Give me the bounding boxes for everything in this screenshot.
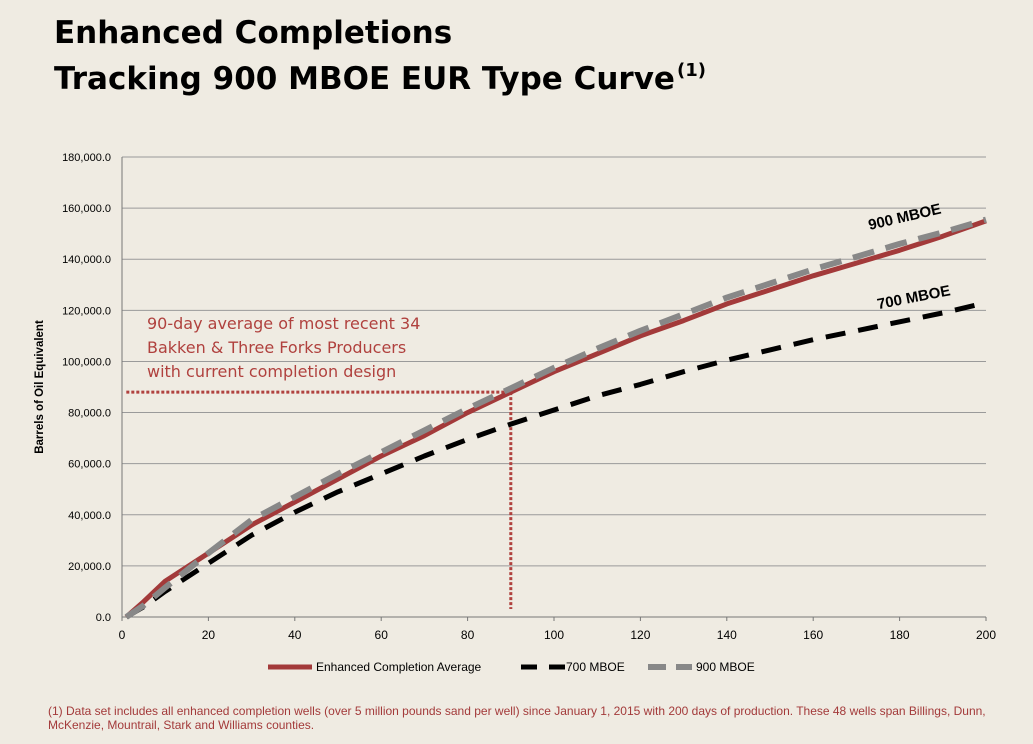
y-axis-label: Barrels of Oil Equivalent [34,320,46,454]
x-tick-label: 80 [461,628,475,642]
x-tick-label: 40 [288,628,302,642]
x-tick-label: 60 [375,628,389,642]
y-tick-label: 180,000.0 [62,152,111,164]
title-line-2: Tracking 900 MBOE EUR Type Curve (1) [54,52,706,98]
grid-lines [121,156,986,618]
title-superscript: (1) [676,60,706,81]
legend-label: Enhanced Completion Average [316,660,482,674]
series-line-700-mboe [125,300,987,620]
annotation-text: with current completion design [147,362,396,381]
x-tick-label: 180 [890,628,910,642]
x-tick-label: 140 [717,628,737,642]
annotation-text: 90-day average of most recent 34 [147,314,420,333]
x-tick-label: 0 [119,628,126,642]
x-tick-label: 120 [630,628,650,642]
legend-label: 900 MBOE [696,660,755,674]
x-tick-label: 100 [544,628,564,642]
y-tick-label: 0.0 [96,612,111,624]
y-axis-ticks: 0.0 20,000.0 40,000.0 60,000.0 80,000.0 100,0… [62,152,111,624]
legend: Enhanced Completion Average 700 MBOE 900 M… [268,660,755,674]
y-tick-label: 160,000.0 [62,203,111,215]
y-tick-label: 100,000.0 [62,356,111,368]
page-title: Enhanced Completions Tracking 900 MBOE E… [54,14,706,98]
x-tick-label: 200 [976,628,996,642]
series-lines [124,216,987,620]
y-tick-label: 80,000.0 [68,408,111,420]
line-chart: 0.0 20,000.0 40,000.0 60,000.0 80,000.0 100,0… [34,152,996,674]
curve-label: 700 MBOE [876,282,952,313]
y-tick-label: 40,000.0 [68,510,111,522]
y-tick-label: 60,000.0 [68,459,111,471]
x-tick-label: 160 [803,628,823,642]
reference-lines [126,390,513,609]
series-line-900-mboe [124,216,987,620]
y-tick-label: 120,000.0 [62,305,111,317]
x-axis-ticks: 0 20 40 60 80 100 120 140 160 180 200 [119,617,996,642]
x-tick-label: 20 [202,628,216,642]
title-line-2-text: Tracking 900 MBOE EUR Type Curve [54,61,675,97]
series-line-enhanced-completion-average [124,218,987,619]
legend-label: 700 MBOE [566,660,625,674]
annotation-note: 90-day average of most recent 34 Bakken &… [147,314,420,381]
curve-label: 900 MBOE [867,201,943,234]
title-line-1: Enhanced Completions [54,15,453,51]
y-tick-label: 140,000.0 [62,254,111,266]
y-tick-label: 20,000.0 [68,561,111,573]
annotation-text: Bakken & Three Forks Producers [147,338,406,357]
footnote: (1) Data set includes all enhanced compl… [48,704,986,732]
